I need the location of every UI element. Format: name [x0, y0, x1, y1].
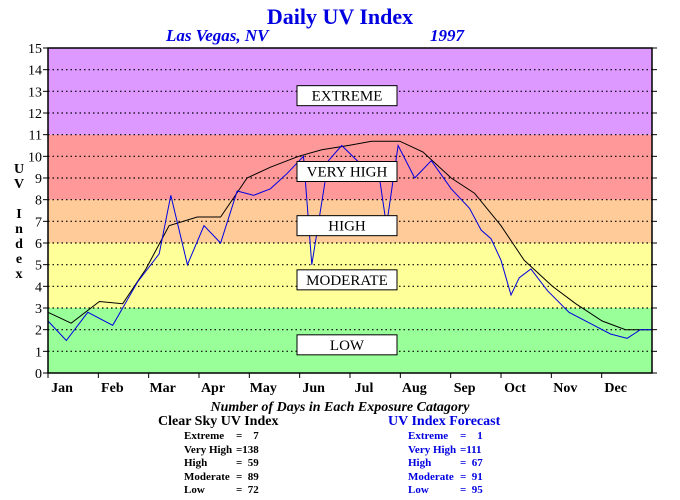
- y-tick-label: 5: [35, 259, 42, 274]
- y-axis-label-char: U: [13, 162, 25, 177]
- y-tick-label: 3: [35, 302, 42, 317]
- forecast-stats: Extreme = 1 Very High =111 High = 67 Moderate =…: [408, 430, 483, 498]
- chart-title: Daily UV Index: [266, 4, 414, 29]
- x-tick-label: May: [250, 381, 277, 396]
- y-axis-label-char: n: [15, 222, 23, 237]
- band-label: EXTREME: [312, 89, 383, 105]
- stat-row: Extreme = 1: [408, 430, 483, 444]
- stats-caption: Number of Days in Each Exposure Catagory: [210, 400, 470, 415]
- stat-value: = 67: [460, 457, 483, 469]
- stat-name: Very High: [408, 443, 457, 456]
- stat-name: High: [184, 457, 208, 469]
- band-label: VERY HIGH: [307, 165, 388, 181]
- forecast-heading: UV Index Forecast: [388, 414, 501, 429]
- y-tick-label: 6: [35, 237, 42, 252]
- clear-sky-stats: Extreme = 7 Very High =138 High = 59 Moderate =…: [184, 430, 259, 498]
- stat-row: High = 59: [184, 457, 259, 471]
- y-tick-label: 15: [28, 42, 42, 57]
- stat-name: Low: [408, 484, 429, 496]
- y-tick-label: 12: [28, 107, 42, 122]
- stat-name: Very High: [184, 443, 233, 456]
- stat-row: Extreme = 7: [184, 430, 259, 444]
- stat-value: = 7: [236, 430, 259, 442]
- stat-name: High: [408, 457, 432, 469]
- stat-value: =111: [460, 443, 482, 456]
- band-label: MODERATE: [306, 273, 388, 289]
- band-labels: LOW MODERATE HIGH VERY HIGH EXTREME: [296, 85, 398, 356]
- band-label-box: [296, 161, 398, 182]
- stat-value: = 95: [460, 484, 483, 496]
- stat-row: Very High =111: [408, 444, 483, 458]
- stat-value: = 72: [236, 484, 259, 496]
- y-axis-label-char: x: [15, 267, 23, 282]
- y-tick-label: 9: [35, 172, 42, 187]
- stat-value: =138: [236, 443, 259, 456]
- x-tick-label: Mar: [149, 381, 175, 396]
- stat-row: Moderate = 89: [184, 471, 259, 485]
- x-tick-label: Sep: [454, 381, 476, 396]
- y-tick-label: 14: [28, 64, 42, 79]
- band-label-box: [296, 215, 398, 237]
- band-label: LOW: [330, 338, 365, 354]
- x-tick-label: Jul: [355, 381, 374, 396]
- x-tick-label: Apr: [201, 381, 225, 396]
- stat-value: = 1: [460, 430, 483, 442]
- stat-row: Very High =138: [184, 444, 259, 458]
- stat-value: = 59: [236, 457, 259, 469]
- x-tick-label: Jun: [302, 381, 325, 396]
- stat-name: Low: [184, 484, 205, 496]
- year-label: 1997: [430, 26, 464, 45]
- x-tick-label: Feb: [101, 381, 124, 396]
- x-tick-label: Oct: [504, 381, 526, 396]
- x-tick-label: Dec: [604, 381, 627, 396]
- band-label: HIGH: [328, 219, 366, 235]
- x-tick-label: Jan: [51, 381, 73, 396]
- y-axis-label-char: I: [16, 207, 22, 222]
- band-label-box: [296, 269, 398, 291]
- stat-name: Moderate: [184, 470, 230, 483]
- y-tick-label: 7: [35, 215, 42, 230]
- y-tick-label: 4: [35, 280, 42, 295]
- y-axis-label-char: e: [15, 252, 23, 267]
- stat-row: Low = 72: [184, 484, 259, 498]
- stat-value: = 89: [236, 470, 259, 483]
- stat-row: Moderate = 91: [408, 471, 483, 485]
- y-tick-label: 13: [28, 85, 42, 100]
- y-axis-label-char: d: [15, 237, 23, 252]
- y-tick-label: 10: [28, 150, 42, 165]
- y-axis-label-char: V: [13, 177, 25, 192]
- y-tick-label: 11: [29, 129, 42, 144]
- stat-row: Low = 95: [408, 484, 483, 498]
- stat-name: Moderate: [408, 470, 454, 483]
- stat-name: Extreme: [184, 430, 225, 442]
- location-label: Las Vegas, NV: [166, 26, 269, 45]
- series-line-clear-sky-uv-index: [47, 140, 652, 331]
- x-tick-label: Aug: [402, 381, 427, 396]
- y-tick-label: 1: [35, 345, 42, 360]
- y-tick-label: 0: [35, 367, 42, 382]
- band-label-box: [296, 85, 398, 107]
- y-tick-label: 2: [35, 324, 42, 339]
- band-label-box: [296, 334, 398, 356]
- stat-name: Extreme: [408, 430, 449, 442]
- stat-row: High = 67: [408, 457, 483, 471]
- y-tick-label: 8: [35, 194, 42, 209]
- y-axis-label-char: [12, 192, 26, 207]
- clear-sky-heading: Clear Sky UV Index: [158, 414, 279, 429]
- x-tick-label: Nov: [553, 381, 577, 396]
- stat-value: = 91: [460, 470, 483, 483]
